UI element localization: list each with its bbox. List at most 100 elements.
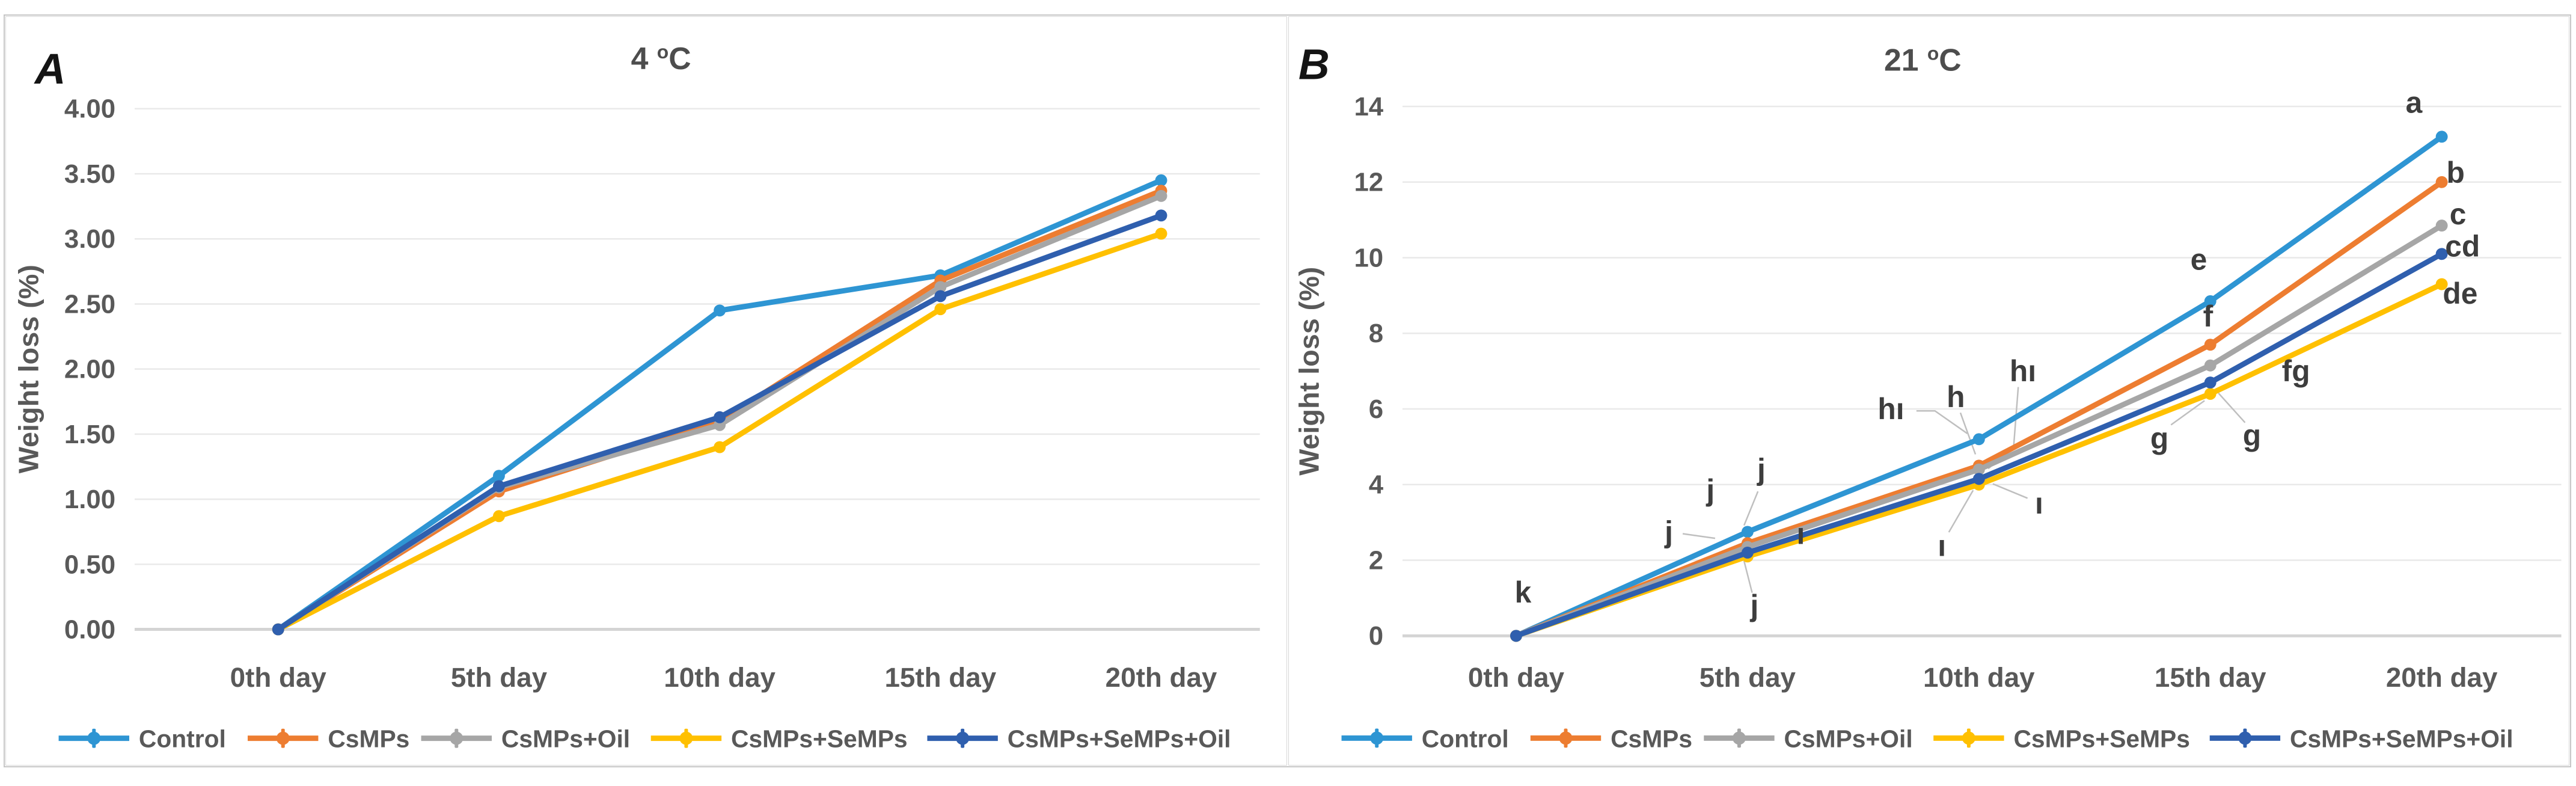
x-tick-label: 15th day (2154, 662, 2266, 693)
x-tick-label: 20th day (1106, 662, 1217, 693)
x-tick-label: 15th day (884, 662, 996, 693)
significance-letter: ı (1796, 517, 1805, 550)
data-point-csmps-semps-oil (2204, 376, 2217, 388)
y-tick-label: 2.00 (64, 355, 115, 384)
significance-letter: j (1749, 589, 1758, 622)
data-point-csmps (2204, 339, 2217, 351)
data-point-csmps-semps-oil (1741, 547, 1754, 559)
data-point-csmps-semps-oil (1972, 473, 1985, 485)
legend-marker-tick (454, 728, 459, 748)
legend-marker-tick (1564, 728, 1567, 748)
legend-marker-tick (281, 728, 285, 748)
significance-letter: g (2242, 419, 2260, 452)
y-tick-label: 1.00 (64, 485, 115, 514)
legend-item-csmps-semps: CsMPs+SeMPs (1933, 725, 2189, 752)
data-point-csmps (2435, 176, 2448, 188)
legend-label: CsMPs+SeMPs+Oil (2290, 725, 2513, 752)
significance-letter: k (1514, 576, 1531, 609)
legend-item-csmps: CsMPs (248, 725, 409, 753)
significance-letter: ı (1938, 529, 1946, 563)
data-point-csmps-oil (1155, 189, 1167, 202)
significance-letter: a (2405, 86, 2422, 120)
significance-letter: ı (2034, 487, 2043, 520)
annotation-leader-line (1992, 483, 2028, 499)
legend-item-control: Control (58, 725, 226, 753)
significance-letter: de (2443, 277, 2477, 310)
x-tick-label: 20th day (2385, 662, 2497, 693)
data-point-csmps-oil (2435, 220, 2448, 232)
chart-svg-a: 0.00 0.50 1.00 1.50 2.00 2.50 3.00 3.50 4.00 Weig… (13, 41, 1260, 753)
legend-item-csmps-semps-oil: CsMPs+SeMPs+Oil (927, 725, 1231, 753)
significance-letter: e (2190, 243, 2207, 277)
data-point-control (1972, 433, 1985, 446)
annotation-leader-line (2217, 392, 2245, 423)
y-tick-label: 2.50 (64, 289, 115, 319)
legend: Control CsMPs CsMPs+Oil CsMPs+SeMPs CsMPs+Se… (1341, 725, 2513, 752)
y-tick-label: 10 (1354, 243, 1383, 272)
significance-letter: j (1706, 473, 1715, 507)
series-line-csmps-semps (275, 231, 1164, 633)
legend-label: CsMPs (1611, 725, 1692, 752)
annotation-leader-line (1959, 412, 1976, 455)
legend-item-csmps-semps: CsMPs+SeMPs (650, 725, 908, 753)
panel-a-chart-4c: 0.00 0.50 1.00 1.50 2.00 2.50 3.00 3.50 4.00 Weig… (5, 16, 1287, 766)
y-tick-label: 4 (1368, 470, 1383, 500)
x-tick-label: 5th day (1699, 662, 1796, 693)
panel-b-chart-21c: 0 2 4 6 8 10 12 14 Weight loss (%) 0th day 5th day… (1288, 16, 2569, 766)
significance-letter: b (2446, 156, 2464, 189)
data-point-csmps-semps-oil (1510, 630, 1522, 642)
legend-marker-tick (2242, 728, 2247, 748)
significance-letter: hı (2009, 354, 2036, 388)
data-point-csmps-semps-oil (493, 480, 505, 493)
data-point-csmps-semps-oil (272, 623, 284, 636)
legend: Control CsMPs CsMPs+Oil CsMPs+SeMPs CsMPs+Se… (58, 725, 1231, 753)
legend-label: CsMPs+SeMPs (2013, 725, 2189, 752)
legend-label: CsMPs+Oil (501, 725, 630, 753)
data-point-csmps-semps (714, 441, 726, 453)
data-point-csmps-semps-oil (1155, 209, 1167, 222)
data-point-control (714, 304, 726, 317)
significance-letter: j (1664, 515, 1673, 548)
legend-marker-tick (1374, 728, 1378, 748)
y-tick-label: 1.50 (64, 420, 115, 449)
data-point-control (1155, 174, 1167, 186)
annotation-leader-line (1916, 410, 1968, 434)
panel-label: B (1298, 40, 1329, 88)
significance-letter: hı (1877, 392, 1904, 426)
legend-label: CsMPs (328, 725, 409, 753)
data-point-csmps-oil (1972, 463, 1985, 476)
legend-label: CsMPs+Oil (1784, 725, 1912, 752)
annotation-leader-line (1743, 560, 1753, 593)
legend-item-csmps-oil: CsMPs+Oil (1703, 725, 1912, 752)
legend-marker-tick (1737, 728, 1741, 748)
data-point-control (2204, 295, 2217, 307)
legend-item-csmps-oil: CsMPs+Oil (421, 725, 630, 753)
legend-marker-tick (684, 728, 688, 748)
legend-marker-tick (92, 728, 96, 748)
y-tick-label: 6 (1368, 395, 1383, 424)
significance-letter: fg (2281, 354, 2310, 388)
x-tick-label: 10th day (1923, 662, 2034, 693)
legend-marker-tick (1966, 728, 1971, 748)
data-point-csmps-semps-oil (934, 290, 947, 302)
significance-letter: c (2449, 197, 2466, 231)
significance-letter: cd (2445, 230, 2480, 263)
two-panel-weight-loss-figure: 0.00 0.50 1.00 1.50 2.00 2.50 3.00 3.50 4.00 Weig… (4, 14, 2571, 767)
x-tick-label: 10th day (664, 662, 776, 693)
legend-marker-tick (961, 728, 965, 748)
significance-letter: g (2150, 422, 2168, 455)
chart-svg-b: 0 2 4 6 8 10 12 14 Weight loss (%) 0th day 5th day… (1293, 40, 2562, 752)
legend-label: Control (139, 725, 226, 753)
annotation-leader-line (1743, 491, 1758, 526)
y-tick-label: 4.00 (64, 94, 115, 124)
y-tick-label: 0.50 (64, 550, 115, 579)
annotation-leader-line (1948, 490, 1974, 533)
data-point-csmps-oil (934, 281, 947, 293)
data-point-csmps-semps (934, 303, 947, 316)
data-point-csmps-semps (1155, 227, 1167, 240)
gridlines (1402, 105, 2562, 637)
x-tick-label: 5th day (451, 662, 548, 693)
y-axis-title: Weight loss (%) (13, 265, 44, 473)
legend-item-csmps: CsMPs (1530, 725, 1692, 752)
gridlines (134, 108, 1260, 631)
